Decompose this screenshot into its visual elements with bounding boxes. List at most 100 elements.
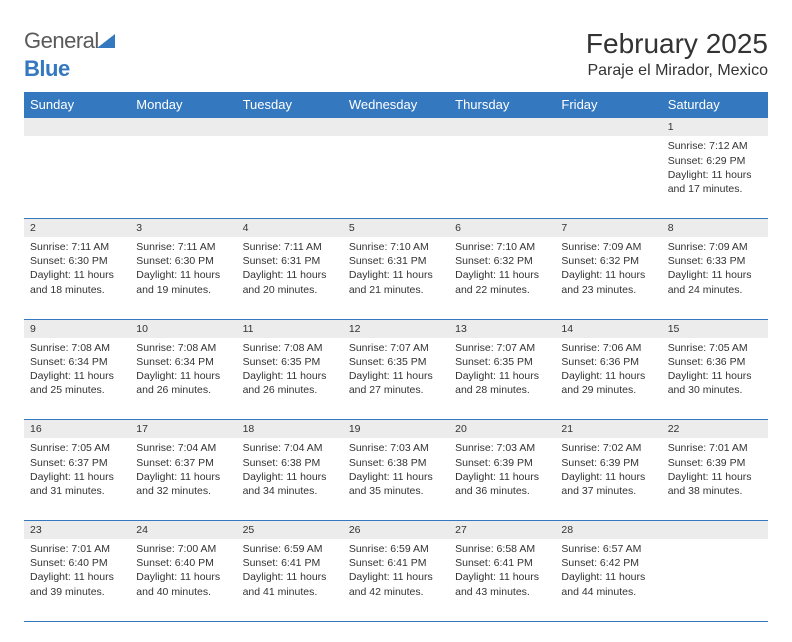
sunrise-text: Sunrise: 7:08 AM xyxy=(30,341,124,355)
sunrise-text: Sunrise: 7:11 AM xyxy=(136,240,230,254)
sunrise-text: Sunrise: 7:10 AM xyxy=(349,240,443,254)
day-detail-cell: Sunrise: 7:09 AMSunset: 6:33 PMDaylight:… xyxy=(662,237,768,319)
sunset-text: Sunset: 6:39 PM xyxy=(561,456,655,470)
day-detail-cell: Sunrise: 7:02 AMSunset: 6:39 PMDaylight:… xyxy=(555,438,661,520)
sunrise-text: Sunrise: 7:10 AM xyxy=(455,240,549,254)
day-number-cell: 15 xyxy=(662,319,768,338)
daynum-row: 16171819202122 xyxy=(24,420,768,439)
sunrise-text: Sunrise: 7:07 AM xyxy=(349,341,443,355)
day-detail-cell: Sunrise: 7:10 AMSunset: 6:32 PMDaylight:… xyxy=(449,237,555,319)
sunset-text: Sunset: 6:32 PM xyxy=(455,254,549,268)
day-detail-cell xyxy=(555,136,661,218)
day-detail-cell: Sunrise: 7:07 AMSunset: 6:35 PMDaylight:… xyxy=(343,338,449,420)
day-detail-cell: Sunrise: 6:57 AMSunset: 6:42 PMDaylight:… xyxy=(555,539,661,621)
detail-row: Sunrise: 7:05 AMSunset: 6:37 PMDaylight:… xyxy=(24,438,768,520)
day-detail-cell: Sunrise: 7:09 AMSunset: 6:32 PMDaylight:… xyxy=(555,237,661,319)
sunset-text: Sunset: 6:41 PM xyxy=(455,556,549,570)
day-number-cell: 27 xyxy=(449,520,555,539)
day-detail-cell: Sunrise: 7:12 AMSunset: 6:29 PMDaylight:… xyxy=(662,136,768,218)
daylight-text: Daylight: 11 hours and 22 minutes. xyxy=(455,268,549,296)
day-number-cell xyxy=(449,118,555,137)
daylight-text: Daylight: 11 hours and 21 minutes. xyxy=(349,268,443,296)
day-detail-cell xyxy=(662,539,768,621)
day-number-cell: 17 xyxy=(130,420,236,439)
daylight-text: Daylight: 11 hours and 25 minutes. xyxy=(30,369,124,397)
detail-row: Sunrise: 7:11 AMSunset: 6:30 PMDaylight:… xyxy=(24,237,768,319)
page: General Blue February 2025 Paraje el Mir… xyxy=(0,0,792,642)
sunset-text: Sunset: 6:31 PM xyxy=(349,254,443,268)
sunrise-text: Sunrise: 7:09 AM xyxy=(668,240,762,254)
sunrise-text: Sunrise: 7:08 AM xyxy=(243,341,337,355)
logo-part1: General xyxy=(24,28,99,53)
daylight-text: Daylight: 11 hours and 41 minutes. xyxy=(243,570,337,598)
day-number-cell: 8 xyxy=(662,218,768,237)
day-number-cell: 18 xyxy=(237,420,343,439)
sunset-text: Sunset: 6:38 PM xyxy=(349,456,443,470)
sunrise-text: Sunrise: 7:12 AM xyxy=(668,139,762,153)
sunset-text: Sunset: 6:37 PM xyxy=(30,456,124,470)
day-detail-cell: Sunrise: 7:06 AMSunset: 6:36 PMDaylight:… xyxy=(555,338,661,420)
day-number-cell xyxy=(662,520,768,539)
day-detail-cell: Sunrise: 6:58 AMSunset: 6:41 PMDaylight:… xyxy=(449,539,555,621)
day-detail-cell: Sunrise: 7:08 AMSunset: 6:34 PMDaylight:… xyxy=(24,338,130,420)
sunset-text: Sunset: 6:35 PM xyxy=(349,355,443,369)
day-number-cell: 26 xyxy=(343,520,449,539)
day-number-cell: 5 xyxy=(343,218,449,237)
day-number-cell: 22 xyxy=(662,420,768,439)
day-detail-cell xyxy=(449,136,555,218)
daylight-text: Daylight: 11 hours and 38 minutes. xyxy=(668,470,762,498)
daylight-text: Daylight: 11 hours and 26 minutes. xyxy=(136,369,230,397)
sunrise-text: Sunrise: 6:59 AM xyxy=(243,542,337,556)
day-number-cell: 6 xyxy=(449,218,555,237)
sunrise-text: Sunrise: 7:11 AM xyxy=(243,240,337,254)
sunset-text: Sunset: 6:32 PM xyxy=(561,254,655,268)
day-number-cell: 3 xyxy=(130,218,236,237)
daynum-row: 2345678 xyxy=(24,218,768,237)
sunset-text: Sunset: 6:40 PM xyxy=(30,556,124,570)
sunrise-text: Sunrise: 6:57 AM xyxy=(561,542,655,556)
day-number-cell xyxy=(343,118,449,137)
day-number-cell: 25 xyxy=(237,520,343,539)
daylight-text: Daylight: 11 hours and 39 minutes. xyxy=(30,570,124,598)
daylight-text: Daylight: 11 hours and 20 minutes. xyxy=(243,268,337,296)
daylight-text: Daylight: 11 hours and 18 minutes. xyxy=(30,268,124,296)
sunrise-text: Sunrise: 7:01 AM xyxy=(668,441,762,455)
weekday-header: Wednesday xyxy=(343,92,449,118)
day-detail-cell: Sunrise: 7:08 AMSunset: 6:35 PMDaylight:… xyxy=(237,338,343,420)
detail-row: Sunrise: 7:08 AMSunset: 6:34 PMDaylight:… xyxy=(24,338,768,420)
day-detail-cell xyxy=(237,136,343,218)
location: Paraje el Mirador, Mexico xyxy=(586,62,768,80)
sunset-text: Sunset: 6:35 PM xyxy=(455,355,549,369)
sunset-text: Sunset: 6:41 PM xyxy=(243,556,337,570)
day-detail-cell: Sunrise: 7:04 AMSunset: 6:37 PMDaylight:… xyxy=(130,438,236,520)
detail-row: Sunrise: 7:01 AMSunset: 6:40 PMDaylight:… xyxy=(24,539,768,621)
weekday-header: Tuesday xyxy=(237,92,343,118)
sunset-text: Sunset: 6:40 PM xyxy=(136,556,230,570)
day-number-cell: 20 xyxy=(449,420,555,439)
logo-text: General Blue xyxy=(24,28,115,82)
daylight-text: Daylight: 11 hours and 37 minutes. xyxy=(561,470,655,498)
day-number-cell: 28 xyxy=(555,520,661,539)
day-number-cell xyxy=(24,118,130,137)
day-detail-cell: Sunrise: 7:11 AMSunset: 6:30 PMDaylight:… xyxy=(130,237,236,319)
day-detail-cell: Sunrise: 7:08 AMSunset: 6:34 PMDaylight:… xyxy=(130,338,236,420)
sunrise-text: Sunrise: 7:03 AM xyxy=(349,441,443,455)
daylight-text: Daylight: 11 hours and 44 minutes. xyxy=(561,570,655,598)
sunrise-text: Sunrise: 7:05 AM xyxy=(668,341,762,355)
sunrise-text: Sunrise: 7:04 AM xyxy=(136,441,230,455)
sunrise-text: Sunrise: 7:07 AM xyxy=(455,341,549,355)
logo-triangle-icon xyxy=(97,28,115,54)
sunrise-text: Sunrise: 7:00 AM xyxy=(136,542,230,556)
day-number-cell: 14 xyxy=(555,319,661,338)
day-number-cell: 19 xyxy=(343,420,449,439)
sunset-text: Sunset: 6:36 PM xyxy=(668,355,762,369)
sunrise-text: Sunrise: 7:09 AM xyxy=(561,240,655,254)
day-detail-cell: Sunrise: 7:05 AMSunset: 6:37 PMDaylight:… xyxy=(24,438,130,520)
sunset-text: Sunset: 6:30 PM xyxy=(30,254,124,268)
logo: General Blue xyxy=(24,28,115,82)
sunrise-text: Sunrise: 7:03 AM xyxy=(455,441,549,455)
daylight-text: Daylight: 11 hours and 42 minutes. xyxy=(349,570,443,598)
day-number-cell: 21 xyxy=(555,420,661,439)
day-detail-cell: Sunrise: 7:04 AMSunset: 6:38 PMDaylight:… xyxy=(237,438,343,520)
day-number-cell: 4 xyxy=(237,218,343,237)
